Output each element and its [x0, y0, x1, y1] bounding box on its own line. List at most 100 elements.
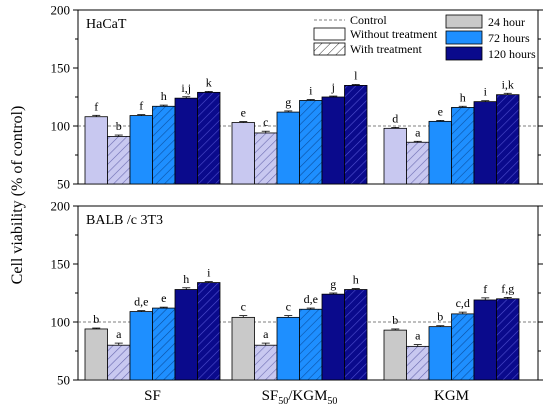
significance-label: a — [116, 327, 122, 341]
significance-label: b — [392, 313, 398, 327]
y-tick-label: 200 — [51, 199, 71, 214]
bar-h24-without — [383, 329, 407, 381]
y-axis-label: Cell viability (% of control) — [9, 106, 26, 285]
category-label-base: KGM — [434, 388, 469, 404]
legend-with-swatch — [313, 42, 346, 56]
significance-label: f — [139, 99, 143, 113]
bar-h24-with — [107, 136, 131, 185]
significance-label: h — [353, 273, 359, 287]
significance-label: f — [483, 282, 487, 296]
bar-h120-without — [473, 299, 497, 381]
bar-h24-without — [84, 328, 108, 381]
significance-label: i — [309, 84, 313, 98]
panel-name: BALB /c 3T3 — [86, 213, 163, 228]
significance-label: h — [460, 90, 466, 104]
bar-h72-with — [152, 105, 176, 185]
significance-label: h — [183, 272, 189, 286]
y-tick-label: 100 — [51, 315, 71, 330]
significance-label: e — [438, 104, 443, 118]
legend-control-label: Control — [350, 13, 387, 27]
bar-h120-with — [344, 85, 368, 185]
significance-label: b — [437, 310, 443, 324]
bar-h120-with — [197, 282, 221, 381]
category-label-sub1: 50 — [278, 396, 288, 407]
category-label-base: SF — [144, 388, 161, 404]
significance-label: b — [93, 312, 99, 326]
bar-h120-with — [496, 298, 520, 381]
bar-h24-without — [231, 122, 255, 185]
bar-h72-without — [129, 115, 153, 185]
y-tick-label: 200 — [51, 3, 71, 18]
bar-h120-without — [321, 96, 345, 185]
bar-h72-without — [428, 120, 452, 185]
legend-24h-swatch — [445, 14, 483, 29]
bar-h24-with — [107, 344, 131, 381]
bar-h24-with — [254, 132, 278, 185]
significance-label: d,e — [134, 295, 148, 309]
significance-label: a — [415, 329, 421, 343]
legend-without-label: Without treatment — [350, 27, 438, 41]
category-label: SF — [144, 388, 161, 404]
bar-h24-with — [406, 345, 430, 381]
significance-label: c — [286, 300, 291, 314]
category-label-mid: /KGM — [288, 388, 327, 404]
bar-h120-with — [344, 289, 368, 381]
category-label: SF50/KGM50 — [262, 388, 338, 407]
significance-label: e — [161, 291, 166, 305]
significance-label: f — [94, 99, 98, 113]
category-label-base: SF — [262, 388, 279, 404]
bar-h72-with — [299, 100, 323, 185]
legend-120h-label: 120 hours — [488, 47, 536, 61]
significance-label: c — [263, 115, 268, 129]
significance-label: h — [161, 89, 167, 103]
significance-label: i,k — [502, 77, 514, 91]
legend-with-label: With treatment — [350, 42, 422, 56]
bar-h72-without — [428, 326, 452, 381]
significance-label: d,e — [304, 292, 318, 306]
panel-hacat: 50 100 150 200 HaCaT f b f h i,j k e c g i j l d a e h i i,k — [51, 3, 543, 192]
y-tick-label: 100 — [51, 119, 71, 134]
significance-label: b — [116, 119, 122, 133]
legend-120h-swatch — [445, 46, 483, 61]
bar-h120-without — [321, 293, 345, 381]
bar-h120-without — [473, 101, 497, 185]
significance-label: i — [484, 85, 488, 99]
bar-h72-with — [451, 313, 475, 381]
bar-h72-without — [129, 311, 153, 381]
bar-h24-with — [254, 344, 278, 381]
legend-without-swatch — [313, 27, 346, 41]
significance-label: l — [354, 68, 358, 82]
significance-label: k — [206, 75, 212, 89]
panel-name: HaCaT — [86, 17, 127, 32]
y-tick-label: 50 — [57, 373, 70, 388]
significance-label: g — [330, 277, 336, 291]
bar-h120-with — [197, 91, 221, 185]
bar-h120-without — [174, 97, 198, 185]
y-tick-label: 50 — [57, 177, 70, 192]
bar-h72-with — [152, 307, 176, 381]
significance-label: i — [207, 266, 211, 280]
y-tick-label: 150 — [51, 61, 71, 76]
bar-h24-without — [231, 316, 255, 381]
legend-72h-label: 72 hours — [488, 31, 530, 45]
significance-label: a — [415, 125, 421, 139]
significance-label: c — [241, 300, 246, 314]
bar-h120-without — [174, 289, 198, 381]
bar-h72-without — [276, 316, 300, 381]
panel-balbc-3t3: 50 100 150 200 BALB /c 3T3 b a d,e e h i c a c d,e g h b a… — [51, 199, 543, 388]
bar-h24-without — [383, 127, 407, 185]
bar-h72-with — [299, 308, 323, 381]
significance-label: e — [241, 106, 246, 120]
category-label: KGM — [434, 388, 469, 404]
legend-24h-label: 24 hour — [488, 15, 525, 29]
significance-label: a — [263, 327, 269, 341]
bar-h72-without — [276, 111, 300, 185]
legend-72h-swatch — [445, 30, 483, 45]
significance-label: j — [331, 80, 335, 94]
significance-label: f,g — [501, 281, 514, 295]
significance-label: d — [392, 111, 398, 125]
y-tick-label: 150 — [51, 257, 71, 272]
bar-h72-with — [451, 107, 475, 185]
category-label-sub2: 50 — [327, 396, 337, 407]
